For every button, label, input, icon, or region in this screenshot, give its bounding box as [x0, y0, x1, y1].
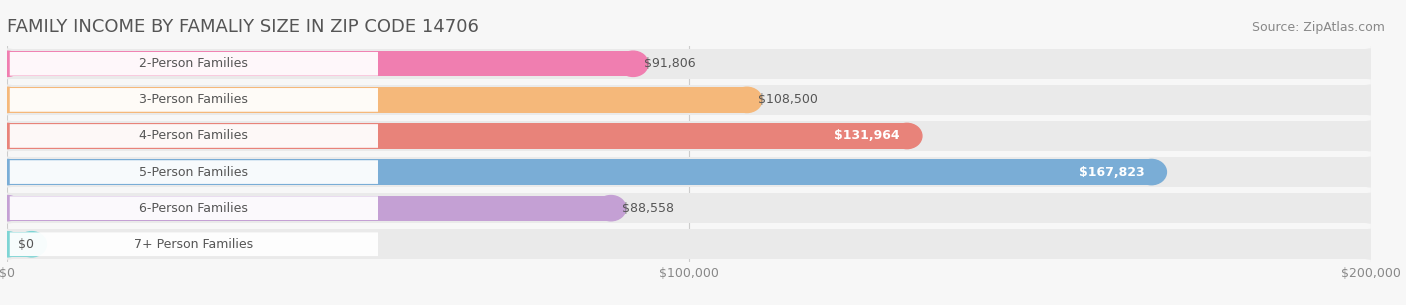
- Text: 4-Person Families: 4-Person Families: [139, 130, 249, 142]
- Ellipse shape: [17, 231, 46, 257]
- Ellipse shape: [1354, 229, 1388, 259]
- FancyBboxPatch shape: [10, 52, 378, 76]
- FancyBboxPatch shape: [10, 196, 378, 220]
- Text: FAMILY INCOME BY FAMALIY SIZE IN ZIP CODE 14706: FAMILY INCOME BY FAMALIY SIZE IN ZIP COD…: [7, 18, 479, 36]
- Text: 3-Person Families: 3-Person Families: [139, 93, 249, 106]
- Bar: [7, 196, 612, 221]
- Bar: [7, 231, 31, 257]
- Ellipse shape: [0, 229, 24, 259]
- FancyBboxPatch shape: [10, 88, 378, 112]
- Bar: [7, 51, 633, 77]
- Ellipse shape: [0, 123, 22, 149]
- Text: $108,500: $108,500: [758, 93, 818, 106]
- Text: $91,806: $91,806: [644, 57, 696, 70]
- Text: 5-Person Families: 5-Person Families: [139, 166, 249, 178]
- Ellipse shape: [0, 85, 24, 115]
- Ellipse shape: [0, 121, 24, 151]
- Bar: [7, 160, 1152, 185]
- Bar: [7, 157, 1371, 187]
- Bar: [7, 87, 747, 113]
- FancyBboxPatch shape: [10, 124, 378, 148]
- Ellipse shape: [1354, 193, 1388, 223]
- Ellipse shape: [0, 160, 22, 185]
- Text: Source: ZipAtlas.com: Source: ZipAtlas.com: [1251, 21, 1385, 34]
- Ellipse shape: [733, 87, 762, 113]
- Ellipse shape: [596, 196, 626, 221]
- Bar: [7, 123, 907, 149]
- Ellipse shape: [1354, 121, 1388, 151]
- Ellipse shape: [1354, 85, 1388, 115]
- Bar: [7, 121, 1371, 151]
- Text: $0: $0: [18, 238, 34, 251]
- Ellipse shape: [0, 49, 24, 79]
- FancyBboxPatch shape: [10, 160, 378, 184]
- Ellipse shape: [0, 193, 24, 223]
- Ellipse shape: [1354, 49, 1388, 79]
- Text: $131,964: $131,964: [835, 130, 900, 142]
- Ellipse shape: [0, 231, 22, 257]
- Text: $167,823: $167,823: [1078, 166, 1144, 178]
- Ellipse shape: [0, 157, 24, 187]
- Text: 2-Person Families: 2-Person Families: [139, 57, 249, 70]
- Ellipse shape: [1354, 157, 1388, 187]
- Bar: [7, 85, 1371, 115]
- Ellipse shape: [0, 87, 22, 113]
- Text: 6-Person Families: 6-Person Families: [139, 202, 249, 215]
- Ellipse shape: [0, 51, 22, 77]
- Ellipse shape: [1136, 160, 1167, 185]
- Bar: [7, 49, 1371, 79]
- Bar: [7, 193, 1371, 223]
- Ellipse shape: [0, 196, 22, 221]
- Text: 7+ Person Families: 7+ Person Families: [135, 238, 253, 251]
- FancyBboxPatch shape: [10, 232, 378, 256]
- Ellipse shape: [891, 123, 922, 149]
- Text: $88,558: $88,558: [621, 202, 673, 215]
- Bar: [7, 229, 1371, 259]
- Ellipse shape: [619, 51, 648, 77]
